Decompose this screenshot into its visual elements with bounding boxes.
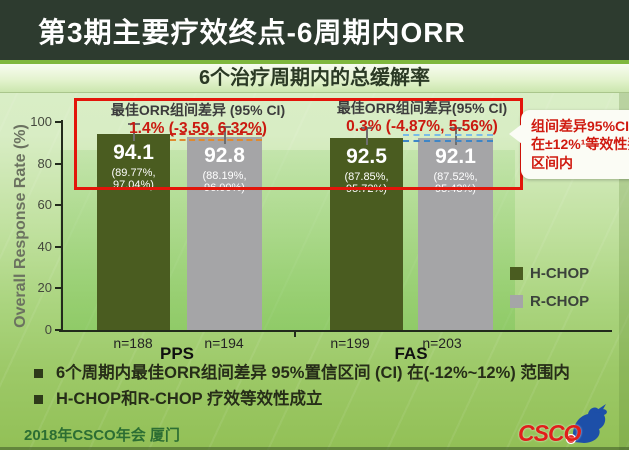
y-axis-line xyxy=(61,120,63,332)
bar-fas-rchop: 92.1 (87.52%, 95.43%) xyxy=(418,127,493,330)
n-label-pps-hchop: n=188 xyxy=(113,335,153,351)
callout-line-2: 在±12%¹等效性判定 xyxy=(531,136,629,153)
pps-annotation: 最佳ORR组间差异 (95% CI) 1.4% (-3.59, 6.32%) xyxy=(83,100,313,138)
pps-annotation-value: 1.4% (-3.59, 6.32%) xyxy=(129,120,267,137)
slide-title: 第3期主要疗效终点-6周期内ORR xyxy=(38,17,466,48)
hchop-swatch-icon xyxy=(510,267,523,280)
bullet-square-icon xyxy=(34,395,43,405)
bullet-text: 6个周期内最佳ORR组间差异 95%置信区间 (CI) 在(-12%~12%) … xyxy=(56,364,570,382)
chart-title: 6个治疗周期内的总缓解率 xyxy=(198,67,431,89)
x-axis-line xyxy=(59,330,612,332)
y-tick-label: 0 xyxy=(44,322,52,337)
legend-item-rchop: R-CHOP xyxy=(510,293,589,310)
group-label-pps: PPS xyxy=(159,344,195,363)
y-tick xyxy=(55,287,62,289)
bullet-square-icon xyxy=(34,369,43,378)
bullet-text: H-CHOP和R-CHOP 疗效等效性成立 xyxy=(56,390,323,409)
header-accent-line xyxy=(0,60,629,64)
bullet-item: H-CHOP和R-CHOP 疗效等效性成立 xyxy=(34,389,570,410)
bottom-edge-strip xyxy=(0,447,629,450)
bar-value: 92.5 xyxy=(346,144,387,168)
error-bar xyxy=(360,126,373,145)
fas-annotation: 最佳ORR组间差异(95% CI) 0.3% (-4.87%, 5.56%) xyxy=(307,98,537,136)
y-tick-label: 40 xyxy=(37,239,52,254)
n-label-pps-rchop: n=194 xyxy=(204,335,244,351)
equivalence-callout: 组间差异95%CI 在±12%¹等效性判定 区间内 xyxy=(509,110,629,180)
legend-label-rchop: R-CHOP xyxy=(530,293,590,310)
pps-annotation-label: 最佳ORR组间差异 (95% CI) xyxy=(110,102,286,118)
bullet-item: 6个周期内最佳ORR组间差异 95%置信区间 (CI) 在(-12%~12%) … xyxy=(34,363,570,384)
bar-pps-rchop: 92.8 (88.19%, 96.00%) xyxy=(187,126,262,330)
x-axis-center-tick xyxy=(294,330,296,337)
legend-label-hchop: H-CHOP xyxy=(530,265,590,282)
y-tick xyxy=(55,204,62,206)
n-label-fas-rchop: n=203 xyxy=(422,335,462,351)
pps-difference-dashed-line xyxy=(170,133,262,141)
y-tick-label: 80 xyxy=(37,156,52,171)
error-bar xyxy=(218,126,231,144)
legend: H-CHOP R-CHOP xyxy=(510,265,589,321)
error-bar xyxy=(127,123,140,142)
bar-value: 92.1 xyxy=(435,145,476,169)
fas-difference-dashed-line xyxy=(403,134,493,142)
right-edge-shade xyxy=(619,62,629,450)
y-axis-title: Overall Response Rate (%) xyxy=(12,124,29,328)
y-tick xyxy=(55,246,62,248)
csco-logo-text: CSCO xyxy=(518,420,581,446)
bar-value: 94.1 xyxy=(113,141,154,165)
legend-item-hchop: H-CHOP xyxy=(510,265,589,282)
chart-title-band: 6个治疗周期内的总缓解率 xyxy=(0,64,629,93)
error-bar xyxy=(449,127,462,146)
bar-pps-hchop: 94.1 (89.77%, 97.04%) xyxy=(97,123,170,330)
n-label-fas-hchop: n=199 xyxy=(330,335,370,351)
csco-bird-icon xyxy=(565,404,607,445)
y-tick xyxy=(55,121,62,123)
y-tick-label: 100 xyxy=(30,114,52,129)
fas-annotation-label: 最佳ORR组间差异(95% CI) xyxy=(336,100,508,116)
slide-header: 第3期主要疗效终点-6周期内ORR xyxy=(0,0,629,60)
callout-line-3: 区间内 xyxy=(531,154,573,171)
csco-logo: CSCO xyxy=(518,402,624,448)
conclusion-bullets: 6个周期内最佳ORR组间差异 95%置信区间 (CI) 在(-12%~12%) … xyxy=(34,363,570,416)
callout-line-1: 组间差异95%CI xyxy=(531,118,629,134)
y-tick-label: 60 xyxy=(37,197,52,212)
fas-annotation-value: 0.3% (-4.87%, 5.56%) xyxy=(346,118,498,135)
bar-value: 92.8 xyxy=(204,144,245,167)
y-tick xyxy=(55,163,62,165)
y-tick-label: 20 xyxy=(37,280,52,295)
y-tick xyxy=(55,329,62,331)
bar-fas-hchop: 92.5 (87.85%, 95.72%) xyxy=(330,126,403,330)
rchop-swatch-icon xyxy=(510,295,523,308)
conference-footer: 2018年CSCO年会 厦门 xyxy=(24,427,180,444)
group-label-fas: FAS xyxy=(394,344,428,363)
